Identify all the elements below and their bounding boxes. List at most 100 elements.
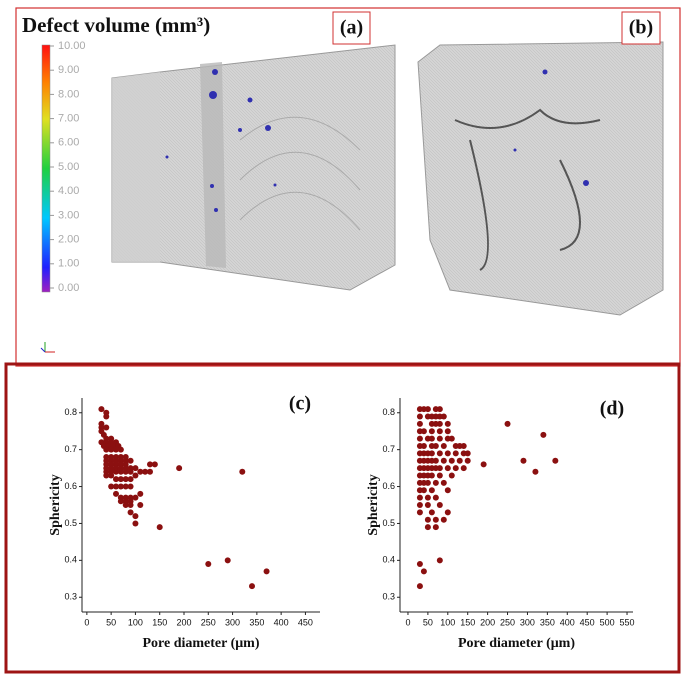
colorbar-tick-label: 4.00	[58, 185, 79, 197]
x-tick-label: 200	[176, 617, 191, 627]
top-frame	[15, 7, 681, 367]
y-tick-label: 0.4	[64, 555, 77, 565]
point	[137, 502, 144, 508]
point	[456, 457, 463, 464]
point	[444, 487, 451, 494]
x-tick-label: 550	[620, 617, 635, 627]
x-tick-label: 0	[84, 617, 89, 627]
y-tick-label: 0.7	[64, 444, 77, 454]
point	[464, 450, 471, 457]
x-tick-label: 250	[201, 617, 216, 627]
point	[137, 490, 144, 497]
point	[103, 446, 110, 453]
point	[147, 468, 153, 475]
point	[520, 457, 527, 464]
point	[113, 483, 119, 490]
point	[460, 442, 467, 449]
point	[436, 428, 443, 435]
x-tick-label: 250	[500, 617, 515, 627]
point	[444, 465, 451, 472]
x-tick-label: 400	[274, 617, 289, 627]
point	[552, 457, 559, 464]
point	[416, 561, 423, 568]
y-tick-label: 0.3	[382, 592, 395, 602]
x-tick-label: 0	[405, 617, 410, 627]
point	[113, 446, 119, 453]
y-tick-label: 0.6	[382, 481, 395, 491]
point	[416, 413, 423, 420]
y-tick-label: 0.7	[382, 444, 395, 454]
panel-label-box	[621, 11, 661, 45]
point	[127, 468, 134, 475]
point	[416, 420, 423, 427]
point	[428, 450, 435, 457]
point	[137, 468, 144, 475]
panel-label: (b)	[629, 17, 653, 39]
point	[416, 435, 423, 442]
colorbar-tick-label: 9.00	[58, 64, 79, 76]
x-tick-label: 50	[423, 617, 433, 627]
colorbar-tick-label: 5.00	[58, 161, 79, 173]
point	[420, 428, 427, 435]
point	[117, 483, 124, 490]
x-axis-label: Pore diameter (μm)	[142, 636, 259, 651]
point	[108, 483, 115, 490]
point	[464, 457, 471, 464]
point	[424, 406, 431, 413]
colorbar-tick-label: 2.00	[58, 234, 79, 246]
y-tick-label: 0.8	[64, 407, 77, 417]
point	[224, 557, 231, 564]
point	[432, 457, 439, 464]
point	[452, 465, 459, 472]
point	[436, 502, 443, 508]
y-tick-label: 0.5	[64, 518, 77, 528]
point	[428, 487, 435, 494]
colorbar-tick-label: 1.00	[58, 258, 79, 270]
point	[122, 468, 129, 475]
point	[416, 583, 423, 590]
point	[117, 476, 124, 483]
panel-label: (d)	[600, 398, 624, 420]
colorbar-tick-label: 6.00	[58, 137, 79, 149]
point	[444, 428, 451, 435]
point	[448, 472, 455, 479]
point	[540, 431, 547, 438]
y-tick-label: 0.8	[382, 407, 395, 417]
point	[436, 557, 443, 564]
x-tick-label: 350	[540, 617, 555, 627]
colorbar-tick-label: 0.00	[58, 282, 79, 294]
bottom-frame	[4, 362, 681, 674]
point	[132, 513, 139, 520]
point	[436, 435, 443, 442]
point	[436, 406, 443, 413]
point	[448, 435, 455, 442]
axis-triad	[40, 342, 55, 353]
point	[113, 476, 119, 483]
x-tick-label: 50	[106, 617, 116, 627]
x-tick-label: 300	[225, 617, 240, 627]
point	[436, 450, 443, 457]
point	[108, 472, 115, 479]
point	[532, 468, 539, 475]
point	[428, 435, 435, 442]
point	[424, 479, 431, 486]
point	[432, 524, 439, 531]
point	[504, 420, 511, 427]
colorbar-title: Defect volume (mm³)	[22, 13, 210, 37]
point	[436, 465, 443, 472]
point	[176, 465, 183, 472]
point	[436, 420, 443, 427]
specimen-a	[111, 44, 396, 291]
point	[113, 468, 119, 475]
point	[428, 428, 435, 435]
point	[440, 413, 447, 420]
point	[432, 494, 439, 501]
colorbar-tick-label: 8.00	[58, 88, 79, 100]
point	[249, 583, 255, 590]
point	[132, 494, 139, 501]
point	[480, 461, 487, 468]
point	[444, 509, 451, 516]
point	[460, 465, 467, 472]
point	[424, 494, 431, 501]
point	[432, 479, 439, 486]
